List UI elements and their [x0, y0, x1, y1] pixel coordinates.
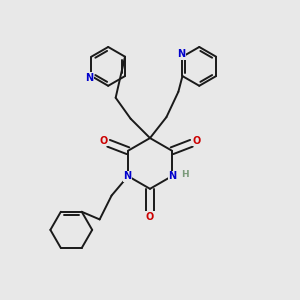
Text: N: N — [85, 73, 93, 82]
Text: O: O — [193, 136, 201, 146]
Text: N: N — [123, 171, 131, 181]
Text: O: O — [146, 212, 154, 222]
Text: O: O — [99, 136, 107, 146]
Text: N: N — [169, 171, 177, 181]
Text: H: H — [181, 170, 188, 179]
Text: N: N — [177, 49, 185, 59]
